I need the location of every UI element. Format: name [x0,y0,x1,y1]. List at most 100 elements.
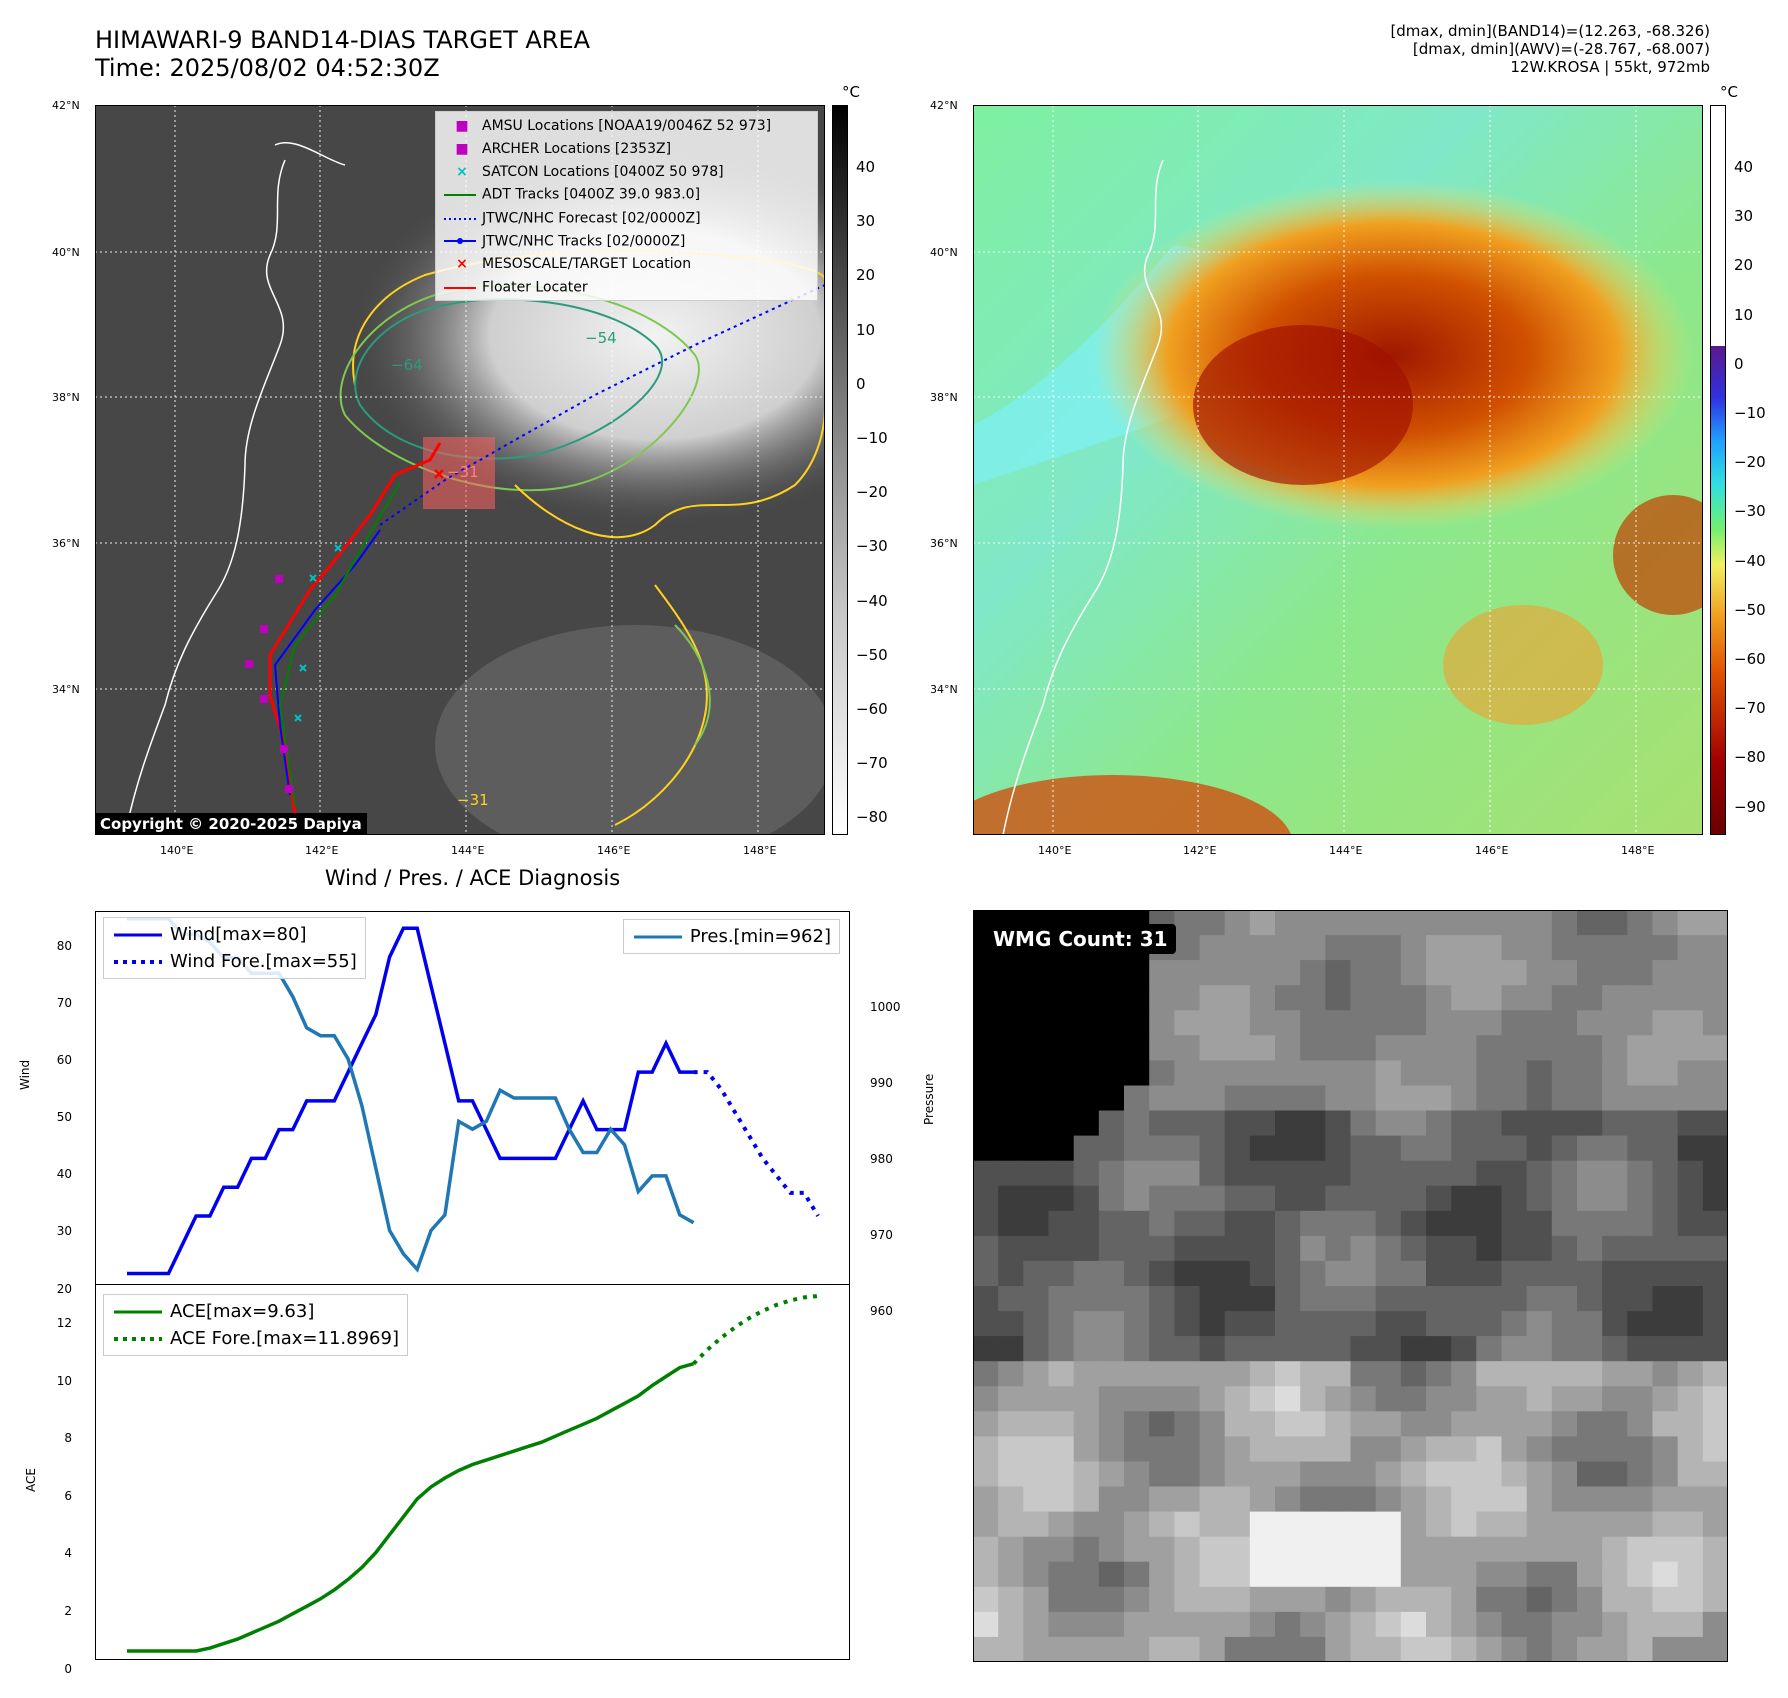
wmg-cell [1652,1436,1679,1463]
wmg-cell [1350,935,1377,961]
cbar-right-tick: 40 [1734,158,1754,176]
legend-item-satcon: × SATCON Locations [0400Z 50 978] [456,163,724,180]
wmg-cell [1602,1461,1628,1488]
wmg-cell [1551,1461,1578,1488]
lon-label-right-144: 144°E [1329,844,1363,857]
wmg-cell [1577,1110,1603,1137]
wmg-cell [1199,1010,1226,1036]
wmg-cell [1476,935,1503,961]
wmg-cell [1224,1010,1251,1036]
wmg-count-badge: WMG Count: 31 [985,924,1176,954]
wmg-cell [1149,1336,1175,1362]
wmg-cell [998,1110,1024,1137]
wmg-cell [1300,1085,1326,1112]
wmg-cell [1476,985,1503,1011]
wmg-cell [1073,1260,1100,1287]
wmg-cell [1451,1586,1477,1613]
wmg-cell [1023,1511,1050,1538]
wmg-cell [1149,1135,1175,1162]
wmg-cell [1702,1461,1729,1488]
wind-ytick: 20 [56,1281,72,1296]
wmg-cell [1627,1085,1654,1112]
wmg-cell [998,1135,1024,1162]
figure-time: Time: 2025/08/02 04:52:30Z [95,54,440,82]
wmg-cell [1174,1386,1201,1412]
wmg-cell [1577,1411,1603,1437]
wmg-cell [1627,1035,1654,1061]
wmg-cell [1073,1611,1100,1638]
wmg-cell [1275,985,1301,1011]
wmg-cell [1551,1010,1578,1036]
wmg-cell [1451,910,1477,936]
wmg-cell [1073,960,1100,986]
wmg-cell [1426,1461,1452,1488]
wmg-cell [1023,1411,1050,1437]
wmg-cell [1174,1286,1201,1312]
wmg-cell [1149,985,1175,1011]
wmg-cell [1174,1411,1201,1437]
wmg-cell [1350,1010,1377,1036]
wmg-cell [1577,1135,1603,1162]
lon-label-148: 148°E [743,844,777,857]
wmg-cell [1526,1060,1553,1087]
wmg-cell [1677,910,1704,936]
wmg-cell [1551,1536,1578,1563]
wmg-cell [1551,935,1578,961]
wmg-cell [1677,1636,1704,1663]
wmg-cell [1174,1336,1201,1362]
wmg-cell [1174,985,1201,1011]
wmg-cell [1149,1235,1175,1262]
wmg-cell [1677,1436,1704,1463]
wmg-cell [1602,1135,1628,1162]
wmg-cell [1199,1235,1226,1262]
wmg-cell [1098,1586,1125,1613]
wmg-cell [1249,1135,1276,1162]
wmg-cell [1602,1586,1628,1613]
wmg-cell [1098,1361,1125,1387]
wmg-cell [1048,1160,1075,1187]
wmg-cell [1023,1611,1050,1638]
wmg-cell [1702,1536,1729,1563]
wmg-cell [1124,1260,1150,1287]
wmg-cell [1249,1235,1276,1262]
wmg-cell [1577,1085,1603,1112]
pressure-ytick: 1000 [870,1000,901,1014]
wmg-cell [1048,1010,1075,1036]
wmg-cell [1451,1411,1477,1437]
wmg-cell [1551,985,1578,1011]
wind-series [127,926,694,1276]
wmg-cell [1224,1110,1251,1137]
wmg-cell [1702,1436,1729,1463]
pressure-ylabel: Pressure [922,1073,936,1125]
wmg-cell [1325,1060,1352,1087]
wmg-cell [1526,960,1553,986]
wmg-cell [1375,1386,1402,1412]
figure-title: HIMAWARI-9 BAND14-DIAS TARGET AREA [95,26,591,54]
wmg-cell [1249,1260,1276,1287]
wmg-cell [1224,910,1251,936]
wmg-cell [1677,1411,1704,1437]
wmg-cell [1551,1060,1578,1087]
wmg-cell [1501,1461,1528,1488]
wmg-cell [1124,1611,1150,1638]
wmg-cell [998,1461,1024,1488]
wind-ytick: 70 [56,996,72,1011]
wmg-cell [1098,1311,1125,1337]
wmg-cell [1426,1235,1452,1262]
wmg-cell [1652,1411,1679,1437]
wmg-cell [1451,1160,1477,1187]
wmg-cell [1325,1361,1352,1387]
wmg-cell [1602,1010,1628,1036]
wmg-cell [1249,1611,1276,1638]
wmg-cell [1249,1286,1276,1312]
wmg-cell [1224,1411,1251,1437]
wmg-cell [1451,1336,1477,1362]
wmg-cell [1577,1185,1603,1212]
wmg-cell [1249,985,1276,1011]
legend-pressure: Pres.[min=962] [689,926,831,947]
wind-ylabel: Wind [18,1059,32,1090]
wmg-cell [1375,1636,1402,1663]
wmg-cell [1375,1611,1402,1638]
wmg-cell [1652,1286,1679,1312]
wmg-cell [1526,1235,1553,1262]
